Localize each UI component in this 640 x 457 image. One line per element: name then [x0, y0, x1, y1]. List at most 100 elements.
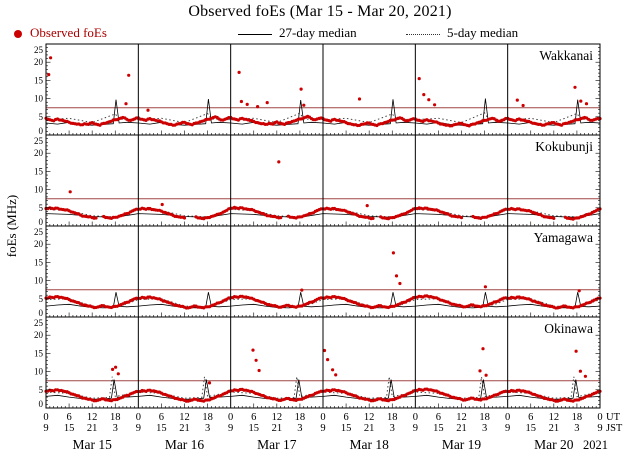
observed-dot — [160, 202, 164, 207]
observed-dot — [245, 102, 249, 106]
station-label-kokubunji: Kokubunji — [535, 139, 593, 154]
axis-label: 9 — [43, 423, 48, 434]
observed-dot — [111, 367, 115, 371]
observed-dot — [279, 216, 283, 220]
observed-dot — [334, 373, 338, 377]
observed-dot — [127, 73, 131, 77]
axis-label: 3 — [482, 423, 487, 434]
axis-label: 15 — [341, 423, 352, 434]
axis-label: 15 — [156, 423, 167, 434]
observed-dot — [398, 281, 402, 286]
observed-dot — [116, 372, 120, 376]
observed-dot — [47, 73, 51, 77]
observed-dot — [521, 103, 525, 108]
axis-label: 12 — [456, 412, 467, 423]
dotted-line-icon — [406, 33, 440, 35]
station-label-okinawa: Okinawa — [544, 321, 593, 336]
observed-dot — [483, 285, 487, 289]
observed-dot — [433, 103, 437, 107]
axis-label: 9 — [505, 423, 510, 434]
axis-label: 18 — [295, 412, 306, 423]
axis-label: 3 — [574, 423, 579, 434]
axis-label: 15 — [34, 166, 44, 176]
legend-median27: 27-day median — [238, 25, 357, 41]
axis-label: 20 — [34, 57, 44, 67]
legend-median27-label: 27-day median — [279, 25, 357, 40]
observed-dot — [478, 369, 482, 373]
axis-label: 15 — [64, 423, 75, 434]
axis-label: 20 — [34, 148, 44, 158]
axis-label: 3 — [390, 423, 395, 434]
observed-dot — [515, 98, 519, 102]
observed-dot — [552, 216, 556, 220]
observed-dot — [391, 251, 395, 255]
axis-label: 0 — [39, 399, 44, 409]
axis-label: 21 — [179, 423, 190, 434]
observed-dot — [68, 190, 72, 194]
observed-dot — [331, 368, 335, 372]
observed-dot — [326, 358, 330, 362]
axis-label: 25 — [34, 318, 44, 328]
observed-dot — [300, 288, 304, 292]
day-label: Mar 16 — [165, 437, 205, 452]
observed-dot — [577, 289, 581, 293]
observed-dot — [265, 101, 269, 105]
axis-label: 0 — [597, 412, 602, 423]
observed-dot — [417, 77, 421, 81]
axis-label: 5 — [39, 112, 44, 122]
observed-dot — [459, 216, 464, 220]
observed-dots-wakkanai — [44, 56, 602, 128]
axis-label: 9 — [228, 423, 233, 434]
axis-label: 0 — [320, 412, 325, 423]
axis-label: 15 — [433, 423, 444, 434]
day-label: Mar 18 — [349, 437, 389, 452]
legend-median5: 5-day median — [406, 25, 518, 41]
axis-label: 21 — [272, 423, 283, 434]
day-label: Mar 17 — [257, 437, 297, 452]
observed-dot — [277, 160, 281, 164]
axis-label: 10 — [34, 185, 44, 195]
axis-label: 12 — [87, 412, 98, 423]
observed-dot — [371, 216, 375, 220]
axis-label: 0 — [505, 412, 510, 423]
axis-label: 18 — [572, 412, 583, 423]
observed-dot — [237, 70, 241, 74]
station-label-wakkanai: Wakkanai — [539, 48, 593, 63]
observed-dot — [573, 85, 577, 89]
axis-label: 20 — [34, 239, 44, 249]
axis-label: 25 — [34, 136, 44, 146]
station-label-yamagawa: Yamagawa — [534, 230, 593, 245]
axis-label: 10 — [34, 276, 44, 286]
ut-label: UT — [606, 412, 621, 423]
axis-label: 6 — [159, 412, 164, 423]
observed-dot — [254, 358, 258, 362]
day-label: Mar 20 — [534, 437, 574, 452]
observed-dot — [574, 349, 578, 353]
panel-frame-okinawa — [45, 316, 601, 409]
axis-label: 3 — [205, 423, 210, 434]
axis-label: 0 — [136, 412, 141, 423]
axis-label: 21 — [364, 423, 375, 434]
axis-label: 0 — [39, 217, 44, 227]
axis-label: 6 — [66, 412, 71, 423]
axis-label: 0 — [43, 412, 48, 423]
legend-median5-label: 5-day median — [447, 25, 519, 40]
observed-dots-okinawa — [44, 347, 602, 403]
axis-label: 5 — [39, 385, 44, 395]
legend-observed-label: Observed foEs — [30, 25, 107, 40]
axis-label: 12 — [364, 412, 375, 423]
axis-label: 21 — [87, 423, 98, 434]
jst-label: JST — [606, 423, 623, 434]
chart-title: Observed foEs (Mar 15 - Mar 20, 2021) — [188, 3, 452, 20]
axis-label: 18 — [387, 412, 398, 423]
axis-label: 5 — [39, 203, 44, 213]
observed-dot — [207, 381, 212, 385]
axis-label: 12 — [272, 412, 283, 423]
observed-dot — [427, 98, 431, 102]
observed-dot — [49, 56, 53, 60]
axis-label: 6 — [436, 412, 441, 423]
axis-label: 20 — [34, 330, 44, 340]
axis-label: 3 — [113, 423, 118, 434]
axis-label: 10 — [34, 94, 44, 104]
